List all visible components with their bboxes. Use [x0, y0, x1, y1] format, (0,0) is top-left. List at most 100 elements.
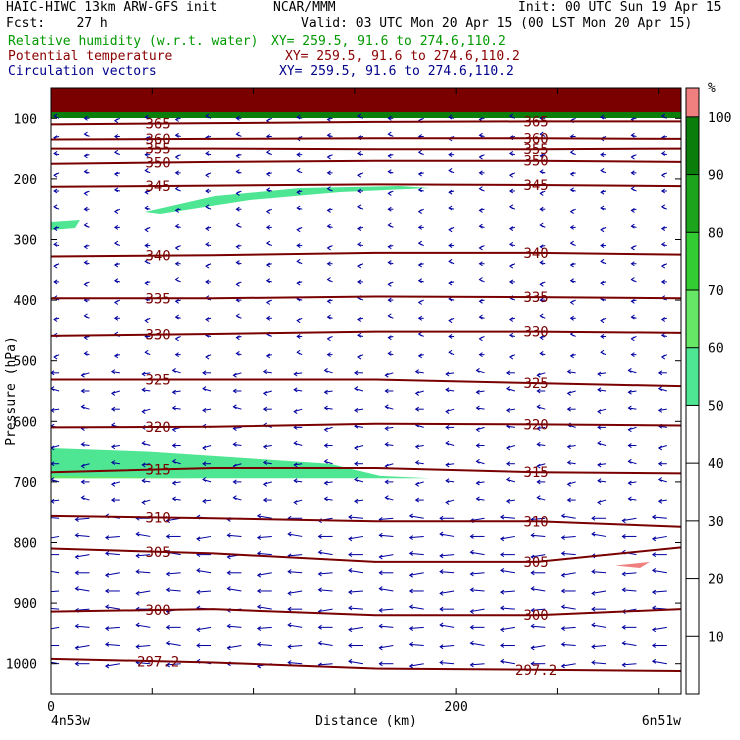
field-theta-name: Potential temperature	[8, 49, 173, 64]
vector-arrowhead	[53, 241, 58, 247]
vector-arrowhead	[569, 278, 574, 284]
vector-arrowhead	[232, 495, 237, 501]
isentrope-line	[51, 183, 681, 188]
vector-arrowhead	[445, 462, 450, 468]
field-rh-xy: XY= 259.5, 91.6 to 274.6,110.2	[271, 34, 506, 49]
vector-arrowhead	[657, 445, 663, 451]
vector-arrow	[354, 425, 364, 428]
vector-arrowhead	[530, 623, 535, 629]
vector-arrow	[136, 662, 151, 665]
vector-arrowhead	[326, 117, 331, 122]
vector-arrowhead	[627, 368, 632, 373]
vector-arrowhead	[469, 640, 474, 646]
vector-arrowhead	[174, 207, 179, 213]
vector-arrowhead	[445, 371, 450, 377]
vector-arrowhead	[600, 205, 605, 211]
vector-arrow	[591, 590, 607, 594]
vector-arrow	[136, 590, 151, 594]
vector-arrowhead	[439, 606, 444, 612]
vector-arrowhead	[384, 404, 389, 410]
vector-arrowhead	[174, 314, 179, 320]
vector-arrowhead	[53, 188, 58, 194]
vector-arrow	[348, 516, 364, 519]
vector-arrow	[567, 371, 576, 374]
vector-arrow	[652, 535, 667, 540]
vector-arrowhead	[566, 497, 571, 503]
vector-arrowhead	[630, 277, 635, 282]
vector-arrowhead	[83, 281, 88, 287]
y-axis-title: Pressure (hPa)	[4, 336, 19, 446]
vector-arrowhead	[357, 188, 362, 194]
vector-arrowhead	[378, 607, 383, 613]
vector-arrowhead	[475, 405, 480, 411]
axes: 100 200 300 400 500 600 700 800 900 1000 0 200 4n53w…	[4, 87, 682, 729]
vector-arrow	[202, 408, 212, 411]
vector-arrowhead	[627, 427, 632, 433]
vector-arrowhead	[323, 368, 328, 373]
vector-arrowhead	[439, 515, 444, 521]
vector-arrowhead	[296, 280, 301, 286]
vector-arrow	[318, 551, 333, 556]
colorbar-swatch	[686, 88, 699, 117]
y-tick-label: 700	[14, 476, 37, 491]
vector-arrowhead	[378, 554, 383, 560]
vector-arrowhead	[439, 553, 444, 559]
rh-band-cirrus	[145, 186, 430, 214]
vector-arrowhead	[357, 226, 362, 231]
vector-arrowhead	[235, 244, 240, 250]
vector-arrowhead	[205, 354, 210, 360]
vector-arrowhead	[560, 551, 565, 556]
vector-arrow	[142, 372, 151, 375]
vector-arrowhead	[354, 477, 359, 482]
vector-arrowhead	[174, 132, 179, 138]
vector-arrowhead	[296, 318, 301, 324]
vector-arrowhead	[171, 496, 176, 502]
vector-arrow	[446, 372, 455, 375]
colorbar: 10 20 30 40 50 60 70 80 90 100%	[685, 81, 731, 695]
isentrope-label: 345	[523, 178, 548, 194]
vector-arrowhead	[660, 279, 666, 285]
vector-arrowhead	[171, 458, 176, 464]
vector-arrowhead	[256, 626, 262, 631]
vector-arrowhead	[560, 588, 565, 594]
vector-arrowhead	[478, 261, 483, 267]
vector-arrowhead	[566, 369, 571, 375]
vector-arrow	[263, 371, 272, 374]
vector-arrowhead	[202, 370, 207, 376]
vector-arrowhead	[505, 407, 511, 413]
vector-arrow	[409, 663, 424, 667]
vector-arrowhead	[357, 113, 362, 119]
vector-arrowhead	[600, 152, 605, 158]
vector-arrowhead	[621, 587, 626, 593]
vector-arrowhead	[141, 478, 146, 484]
vector-arrowhead	[256, 535, 262, 541]
field-vectors-xy: XY= 259.5, 91.6 to 274.6,110.2	[279, 64, 514, 79]
vector-arrowhead	[323, 480, 328, 486]
vector-arrow	[561, 572, 576, 576]
vector-arrow	[470, 551, 485, 556]
vector-arrowhead	[417, 262, 423, 268]
vector-arrowhead	[597, 409, 602, 414]
vector-arrowhead	[651, 589, 657, 595]
vector-arrow	[257, 535, 272, 539]
vector-arrowhead	[323, 458, 328, 464]
vector-arrow	[415, 445, 424, 448]
vector-arrowhead	[660, 113, 666, 119]
vector-arrow	[628, 390, 637, 393]
vector-arrowhead	[508, 317, 514, 322]
vector-arrowhead	[53, 172, 58, 178]
vector-arrowhead	[357, 279, 362, 285]
vector-arrowhead	[408, 626, 414, 631]
vector-arrowhead	[113, 300, 119, 305]
vector-arrowhead	[630, 314, 635, 320]
vector-arrowhead	[417, 300, 423, 305]
vector-arrowhead	[202, 407, 207, 413]
vector-arrowhead	[104, 663, 110, 669]
circulation-vectors	[51, 113, 668, 669]
vector-arrowhead	[144, 114, 149, 120]
vector-arrowhead	[326, 186, 331, 192]
vector-arrowhead	[287, 569, 292, 575]
vector-arrowhead	[296, 168, 301, 173]
vector-arrowhead	[660, 317, 666, 322]
vector-arrowhead	[414, 390, 420, 396]
